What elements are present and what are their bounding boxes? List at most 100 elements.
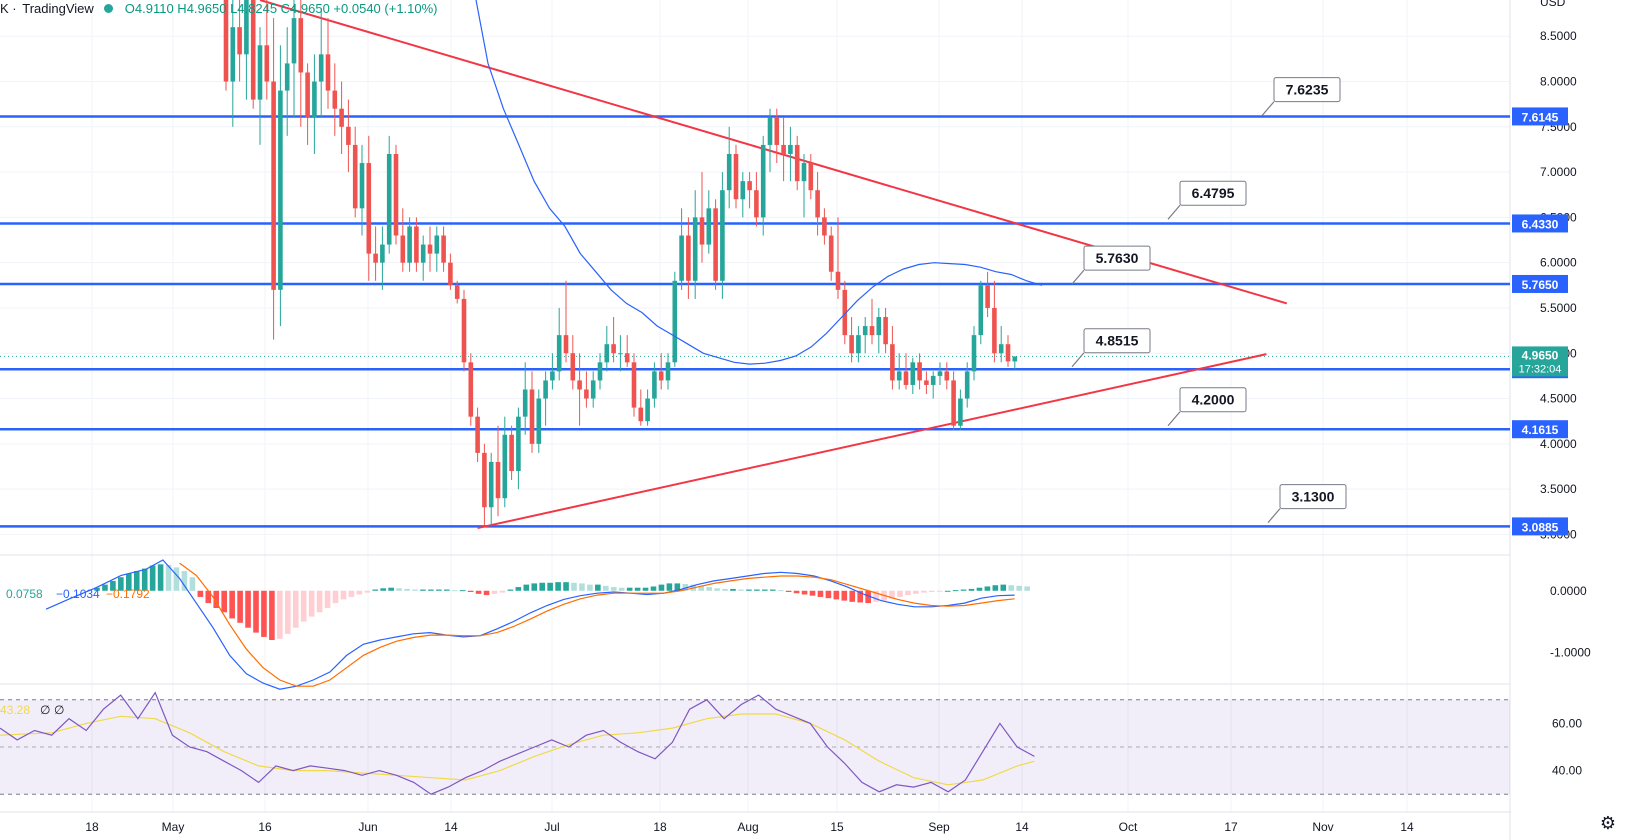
trendline-ascending xyxy=(477,353,1267,530)
macd-histogram-bar xyxy=(221,590,227,613)
macd-histogram-bar xyxy=(571,582,577,591)
macd-histogram-bar xyxy=(157,564,164,591)
candle-body xyxy=(352,144,358,209)
price-axis[interactable]: USD8.50008.00007.50007.00006.50006.00005… xyxy=(1511,0,1626,840)
macd-histogram-bar xyxy=(762,589,768,591)
macd-histogram-bar xyxy=(205,590,212,604)
price-tick-label: 4.5000 xyxy=(1540,392,1577,406)
time-tick-label: Jun xyxy=(358,820,377,834)
candle-body xyxy=(944,371,950,381)
candle-body xyxy=(822,217,827,236)
callout-leader xyxy=(1071,352,1085,368)
macd-line xyxy=(45,559,1015,690)
price-tick-label: 7.0000 xyxy=(1540,165,1577,179)
macd-histogram-bar xyxy=(451,590,458,592)
symbol-prefix: K xyxy=(0,0,9,16)
candle-body xyxy=(665,362,671,381)
macd-histogram-bar xyxy=(777,590,784,592)
candle-body xyxy=(788,144,793,154)
time-axis[interactable]: 18 May 16 Jun 14 Jul 18 Aug 15 Sep 14 Oct 17 Nov 14 xyxy=(85,820,1414,834)
candle-body xyxy=(869,326,875,336)
candle-body xyxy=(774,117,780,145)
level-price-tag xyxy=(1512,274,1568,293)
brand-name: TradingView xyxy=(22,0,94,16)
macd-histogram-bar xyxy=(253,590,259,633)
candle-body xyxy=(332,90,338,109)
macd-pane[interactable]: 0.0758 −0.1034 −0.1792 xyxy=(6,559,1030,690)
macd-histogram-bar xyxy=(960,589,967,591)
candle-body xyxy=(318,54,324,82)
macd-histogram-bar xyxy=(539,582,545,591)
callout-label: 5.7630 xyxy=(1096,250,1139,266)
settings-gear-icon[interactable]: ⚙ xyxy=(1599,813,1616,833)
candle-body xyxy=(631,362,637,408)
macd-histogram-bar xyxy=(547,582,553,591)
macd-histogram-bar xyxy=(801,590,808,595)
candle-body xyxy=(312,81,317,118)
macd-signal-line xyxy=(179,562,1015,687)
rsi-pane[interactable]: 43.28 ∅ ∅ xyxy=(0,691,1510,795)
candle-body xyxy=(482,452,487,508)
macd-histogram-bar xyxy=(380,588,386,591)
macd-histogram-bar xyxy=(905,590,911,596)
candle-body xyxy=(998,344,1004,354)
macd-histogram-bar xyxy=(324,590,331,608)
macd-histogram-bar xyxy=(722,588,728,591)
candle-body xyxy=(380,244,385,263)
candle-body xyxy=(910,362,916,385)
macd-histogram-bar xyxy=(491,590,498,594)
candle-body xyxy=(978,285,984,336)
candle-body xyxy=(366,163,372,254)
macd-legend-value: −0.1034 xyxy=(56,587,100,601)
macd-histogram-bar xyxy=(507,589,514,591)
candle-body xyxy=(686,235,691,281)
candle-body xyxy=(271,81,276,290)
currency-label: USD xyxy=(1540,0,1566,9)
macd-histogram-bar xyxy=(1008,585,1015,591)
level-price-tag xyxy=(1512,517,1568,536)
candle-body xyxy=(237,27,242,55)
candle-body xyxy=(339,108,344,127)
time-tick-label: 14 xyxy=(444,820,458,834)
candle-body xyxy=(652,371,657,399)
macd-histogram-bar xyxy=(340,590,347,600)
macd-histogram-bar xyxy=(952,590,959,592)
rsi-legend-value: ∅ xyxy=(54,703,64,717)
macd-histogram-bar xyxy=(825,590,832,599)
macd-legend-value: −0.1792 xyxy=(106,587,150,601)
callout-box xyxy=(1279,484,1347,510)
macd-histogram-bar xyxy=(1016,585,1022,591)
macd-histogram-bar xyxy=(94,587,100,591)
candle-body xyxy=(849,335,854,354)
candle-body xyxy=(747,181,752,191)
macd-histogram-bar xyxy=(444,589,450,591)
callout-box xyxy=(1083,328,1151,354)
candle-body xyxy=(856,335,861,354)
macd-histogram-bar xyxy=(865,590,871,604)
macd-histogram-bar xyxy=(332,590,339,604)
time-tick-label: 14 xyxy=(1400,820,1414,834)
candle-body xyxy=(638,407,644,422)
price-pane[interactable]: 7.6235 6.4795 5.7630 4.8515 4.2000 3.1300 xyxy=(0,0,1510,530)
macd-histogram-bar xyxy=(364,590,371,593)
macd-histogram-bar xyxy=(555,582,561,591)
candle-body xyxy=(495,461,501,499)
candle-body xyxy=(577,380,582,390)
macd-histogram-bar xyxy=(531,583,538,591)
candle-body xyxy=(726,153,732,191)
macd-histogram-bar xyxy=(1024,586,1030,591)
candle-body xyxy=(590,380,596,399)
ohlc-values: O4.9110 H4.9650 L4.8245 C4.9650 +0.0540 … xyxy=(124,0,438,16)
candle-body xyxy=(618,353,623,355)
level-price-tag xyxy=(1512,214,1568,233)
callout-box xyxy=(1083,245,1151,271)
level-price-tag xyxy=(1512,420,1568,439)
candle-body xyxy=(400,235,406,263)
level-price-label: 5.7650 xyxy=(1522,278,1559,292)
price-tick-label: 5.5000 xyxy=(1540,301,1577,315)
macd-histogram-bar xyxy=(420,589,426,591)
macd-histogram-bar xyxy=(436,589,442,591)
callout-label: 6.4795 xyxy=(1192,185,1235,201)
macd-histogram-bar xyxy=(841,590,848,601)
